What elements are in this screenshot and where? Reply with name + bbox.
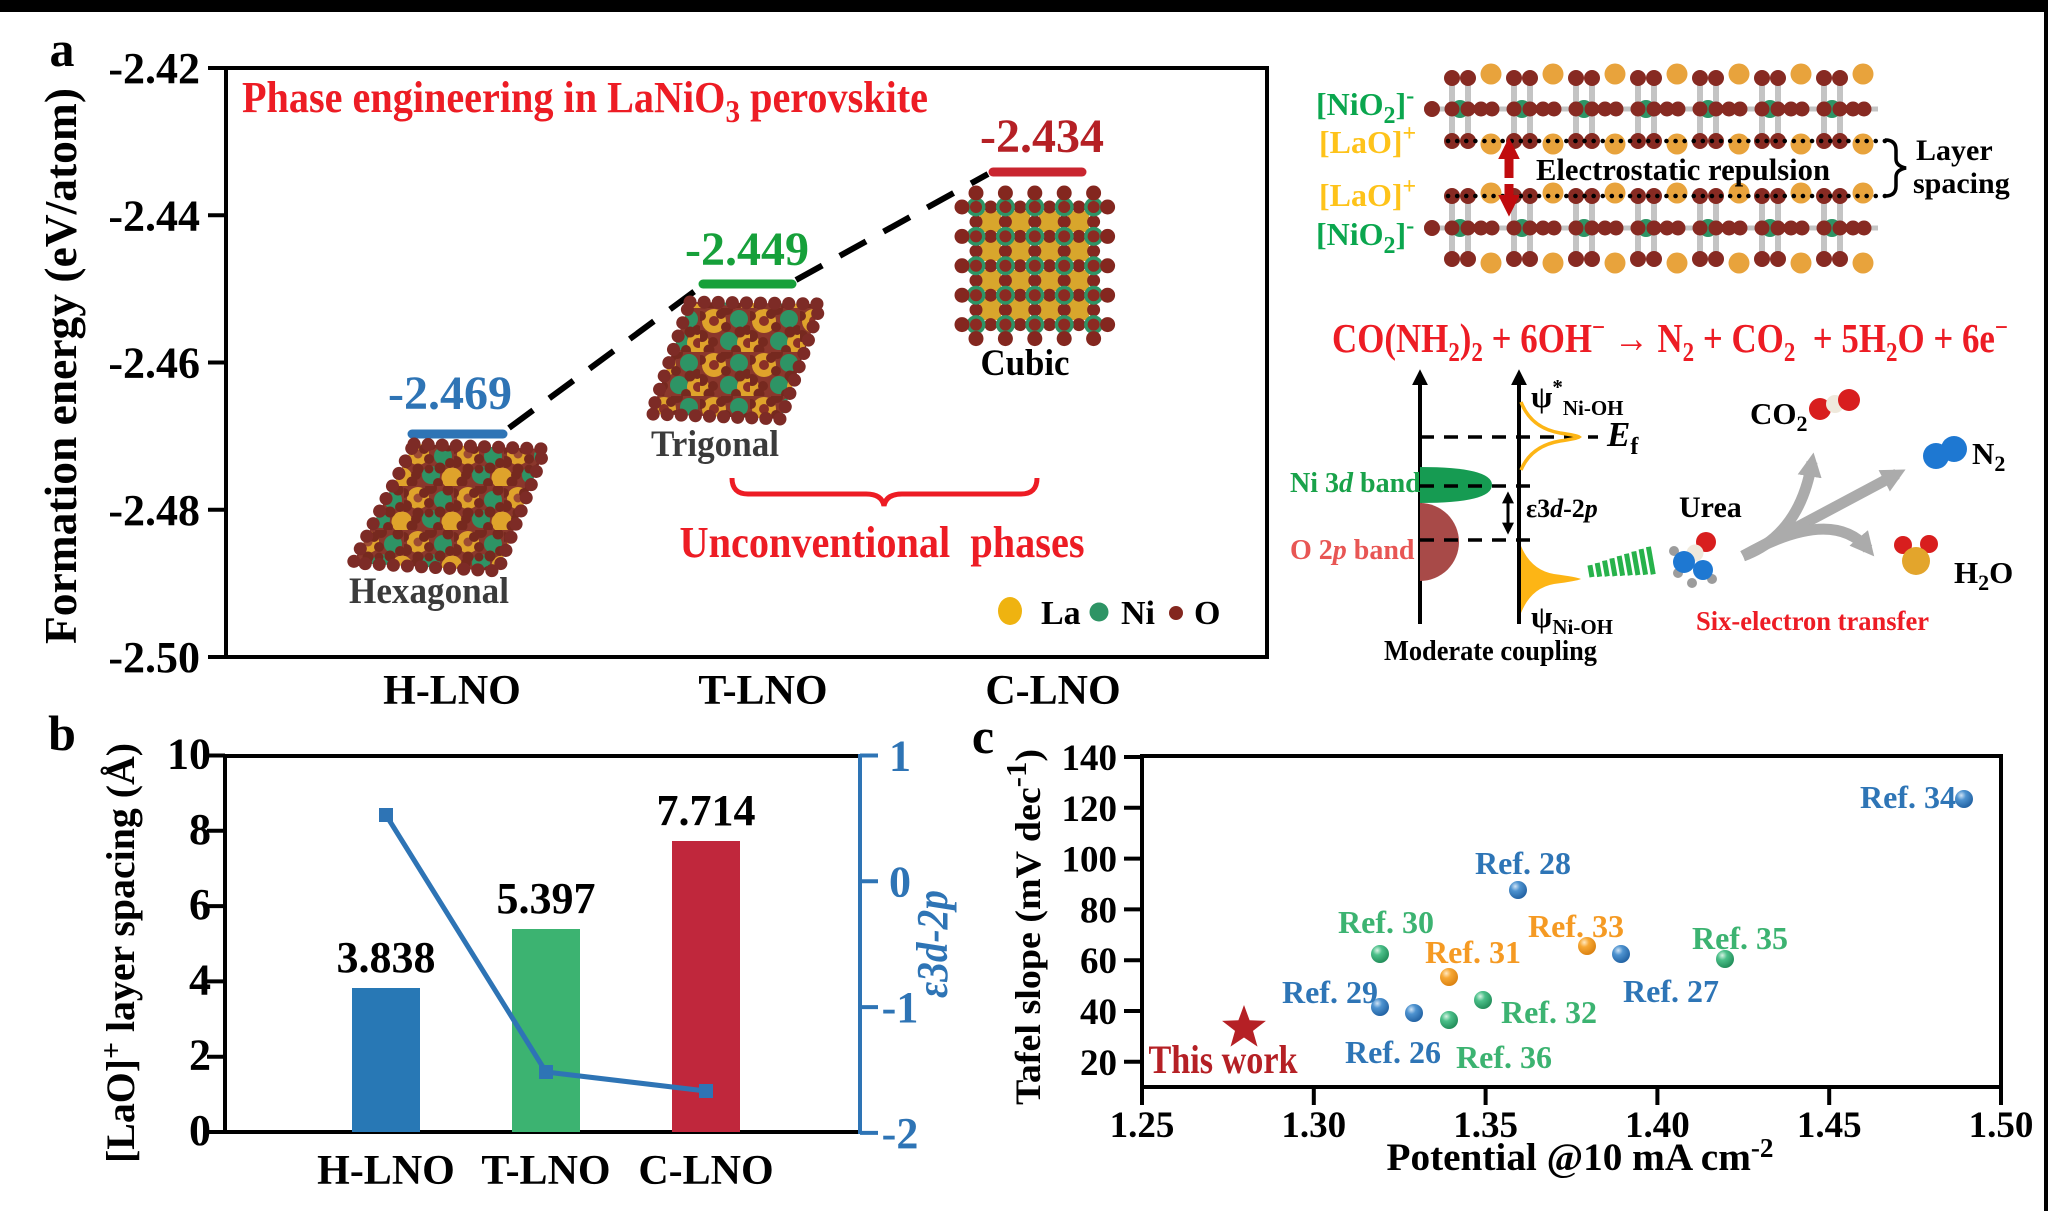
svg-text:Ref. 26: Ref. 26 xyxy=(1345,1034,1441,1070)
svg-text:spacing: spacing xyxy=(1913,167,2010,200)
svg-text:Ref. 30: Ref. 30 xyxy=(1338,904,1434,940)
svg-text:Layer: Layer xyxy=(1916,134,1993,167)
svg-text:40: 40 xyxy=(1080,992,1117,1033)
svg-text:Ref. 29: Ref. 29 xyxy=(1282,974,1378,1010)
svg-text:8: 8 xyxy=(189,805,211,854)
svg-text:This work: This work xyxy=(1149,1037,1299,1082)
svg-text:T-LNO: T-LNO xyxy=(698,668,827,714)
svg-text:-2.48: -2.48 xyxy=(108,486,200,535)
svg-text:120: 120 xyxy=(1062,789,1118,830)
svg-text:Cubic: Cubic xyxy=(981,343,1070,384)
svg-text:Tafel slope (mV dec-1): Tafel slope (mV dec-1) xyxy=(1001,749,1048,1105)
svg-text:[LaO]+: [LaO]+ xyxy=(1319,174,1416,213)
svg-text:-2: -2 xyxy=(882,1109,919,1158)
svg-text:1.40: 1.40 xyxy=(1625,1105,1690,1146)
svg-text:Unconventional phases: Unconventional phases xyxy=(680,518,1085,567)
svg-text:[NiO2]-: [NiO2]- xyxy=(1316,83,1414,129)
svg-text:Ref. 34: Ref. 34 xyxy=(1860,779,1956,815)
svg-text:140: 140 xyxy=(1062,738,1118,779)
svg-text:c: c xyxy=(972,708,994,764)
svg-text:H-LNO: H-LNO xyxy=(317,1148,455,1194)
svg-text:6: 6 xyxy=(189,880,211,929)
svg-text:7.714: 7.714 xyxy=(657,786,756,835)
svg-text:b: b xyxy=(48,705,76,761)
svg-text:100: 100 xyxy=(1062,840,1118,881)
svg-text:3.838: 3.838 xyxy=(337,933,436,982)
svg-text:T-LNO: T-LNO xyxy=(481,1148,610,1194)
svg-text:0: 0 xyxy=(189,1106,211,1155)
svg-text:Ref. 35: Ref. 35 xyxy=(1692,920,1788,956)
svg-text:-2.44: -2.44 xyxy=(108,191,200,240)
svg-text:O 2p band: O 2p band xyxy=(1290,535,1415,566)
svg-text:10: 10 xyxy=(167,730,211,779)
svg-text:Ref. 31: Ref. 31 xyxy=(1425,934,1521,970)
svg-text:-2.46: -2.46 xyxy=(108,339,200,388)
svg-text:0: 0 xyxy=(889,857,911,906)
svg-text:[NiO2]-: [NiO2]- xyxy=(1316,213,1414,259)
svg-text:O: O xyxy=(1194,595,1220,632)
svg-text:Ref. 36: Ref. 36 xyxy=(1456,1039,1552,1075)
svg-text:1.50: 1.50 xyxy=(1969,1105,2034,1146)
svg-text:4: 4 xyxy=(189,955,211,1004)
svg-text:Phase engineering in LaNiO3 pe: Phase engineering in LaNiO3 perovskite xyxy=(242,73,928,129)
svg-text:Potential @10 mA cm-2: Potential @10 mA cm-2 xyxy=(1387,1133,1774,1179)
svg-text:ψ*Ni-OH: ψ*Ni-OH xyxy=(1531,375,1624,420)
svg-text:-1: -1 xyxy=(882,983,919,1032)
svg-text:-2.42: -2.42 xyxy=(108,44,200,93)
svg-text:1.30: 1.30 xyxy=(1281,1105,1346,1146)
svg-text:Ref. 27: Ref. 27 xyxy=(1623,973,1719,1009)
svg-text:Ref. 33: Ref. 33 xyxy=(1528,908,1624,944)
svg-text:2: 2 xyxy=(189,1031,211,1080)
svg-text:20: 20 xyxy=(1080,1043,1117,1084)
svg-text:80: 80 xyxy=(1080,890,1117,931)
svg-text:Electrostatic repulsion: Electrostatic repulsion xyxy=(1536,152,1830,187)
svg-text:La: La xyxy=(1041,595,1081,632)
svg-text:-2.434: -2.434 xyxy=(980,110,1104,163)
svg-text:C-LNO: C-LNO xyxy=(638,1148,773,1194)
svg-text:-2.449: -2.449 xyxy=(685,223,809,276)
svg-text:Ni: Ni xyxy=(1121,595,1155,632)
svg-text:5.397: 5.397 xyxy=(497,874,596,923)
svg-text:1: 1 xyxy=(889,732,911,781)
svg-text:Six-electron transfer: Six-electron transfer xyxy=(1696,606,1929,636)
svg-text:60: 60 xyxy=(1080,941,1117,982)
svg-text:[LaO]+ layer spacing (Å): [LaO]+ layer spacing (Å) xyxy=(95,743,143,1163)
svg-text:Ref. 28: Ref. 28 xyxy=(1475,845,1571,881)
svg-text:-2.50: -2.50 xyxy=(108,633,200,682)
svg-text:Ni 3d band: Ni 3d band xyxy=(1290,468,1421,499)
svg-text:Urea: Urea xyxy=(1679,491,1742,524)
svg-text:-2.469: -2.469 xyxy=(388,367,512,420)
svg-text:1.35: 1.35 xyxy=(1453,1105,1518,1146)
svg-text:1.25: 1.25 xyxy=(1110,1105,1175,1146)
svg-text:Trigonal: Trigonal xyxy=(651,424,779,465)
svg-text:a: a xyxy=(50,21,75,77)
svg-text:C-LNO: C-LNO xyxy=(985,668,1120,714)
svg-text:[LaO]+: [LaO]+ xyxy=(1319,121,1416,160)
svg-text:ε3d-2p: ε3d-2p xyxy=(908,890,957,998)
svg-text:Formation energy (eV/atom): Formation energy (eV/atom) xyxy=(35,88,86,644)
svg-text:H-LNO: H-LNO xyxy=(383,668,521,714)
svg-text:Ref. 32: Ref. 32 xyxy=(1501,994,1597,1030)
svg-text:CO(NH2)2 + 6OH− → N2 + CO2 +: CO(NH2)2 + 6OH− → N2 + CO2 + 5H2O + 6e− xyxy=(1332,312,2008,367)
svg-text:ε3d-2p: ε3d-2p xyxy=(1526,494,1598,523)
svg-text:Hexagonal: Hexagonal xyxy=(349,571,509,612)
svg-text:1.45: 1.45 xyxy=(1797,1105,1862,1146)
svg-text:Moderate coupling: Moderate coupling xyxy=(1384,635,1597,667)
